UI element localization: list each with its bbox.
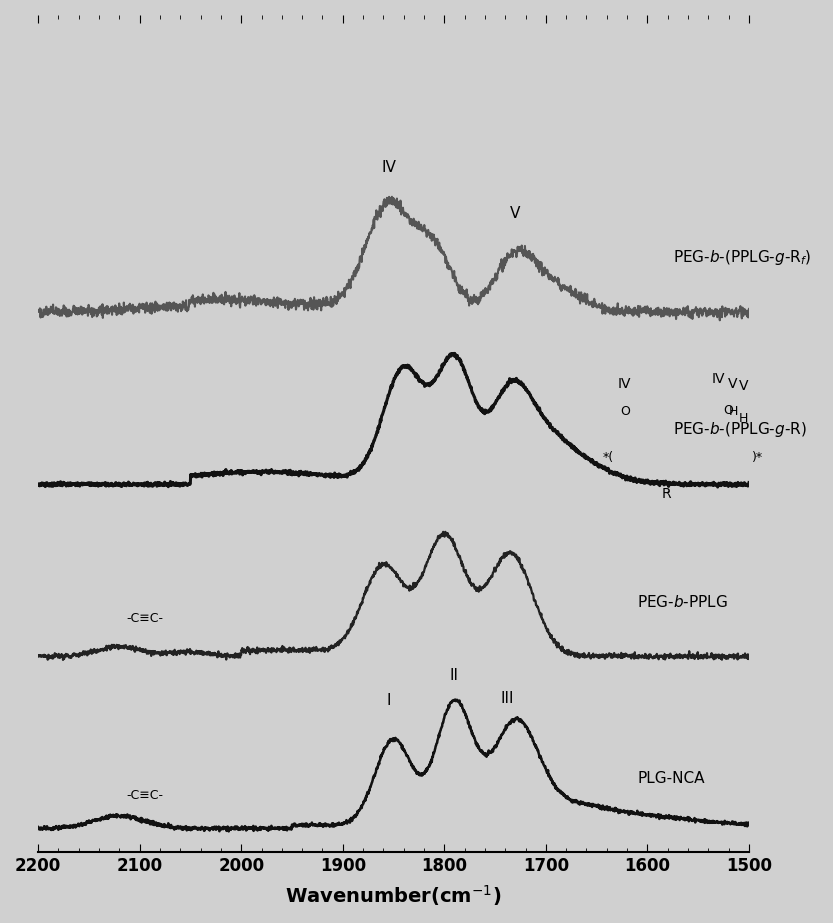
- Text: IV: IV: [618, 377, 631, 390]
- Text: III: III: [501, 691, 514, 706]
- Text: PEG-$b$-(PPLG-$g$-R): PEG-$b$-(PPLG-$g$-R): [673, 420, 806, 439]
- Text: )*: )*: [752, 451, 764, 464]
- Text: V: V: [510, 207, 521, 222]
- Text: PEG-$b$-PPLG: PEG-$b$-PPLG: [637, 593, 728, 609]
- Text: I: I: [387, 693, 391, 708]
- Text: II: II: [450, 668, 459, 683]
- Text: IV: IV: [711, 372, 726, 386]
- Text: PLG-NCA: PLG-NCA: [637, 771, 705, 785]
- Text: V: V: [739, 379, 749, 393]
- Text: O: O: [724, 404, 734, 417]
- Text: PEG-$b$-(PPLG-$g$-R$_f$): PEG-$b$-(PPLG-$g$-R$_f$): [673, 248, 811, 267]
- Text: V: V: [728, 377, 738, 390]
- Text: O: O: [620, 405, 630, 418]
- Text: *(: *(: [602, 451, 614, 464]
- Text: -C≡C-: -C≡C-: [127, 789, 163, 802]
- Text: IV: IV: [381, 160, 396, 174]
- Text: -C≡C-: -C≡C-: [127, 612, 163, 625]
- Text: H: H: [739, 412, 749, 425]
- Text: H: H: [728, 405, 738, 418]
- Text: R: R: [661, 487, 671, 501]
- X-axis label: Wavenumber(cm$^{-1}$): Wavenumber(cm$^{-1}$): [286, 883, 501, 908]
